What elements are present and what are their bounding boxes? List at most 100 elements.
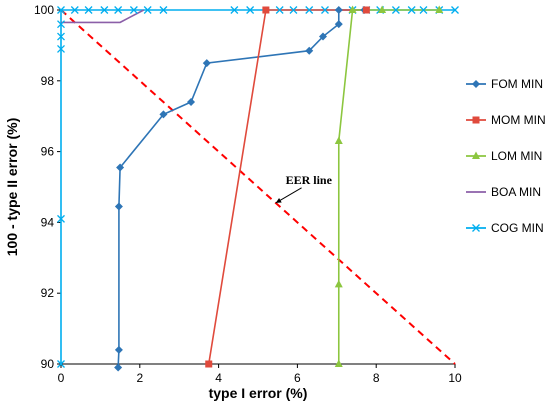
data-point-cog-min bbox=[129, 6, 138, 14]
data-point-mom-min bbox=[262, 6, 270, 14]
data-point-cog-min bbox=[57, 214, 65, 223]
x-tick-label: 0 bbox=[58, 371, 65, 385]
data-point-cog-min-stroke bbox=[57, 6, 65, 14]
x-tick-label: 10 bbox=[448, 371, 462, 385]
legend-swatch-marker bbox=[472, 80, 480, 88]
data-point-cog-min bbox=[84, 6, 93, 14]
data-point-cog-min bbox=[305, 6, 314, 14]
series-markers bbox=[57, 5, 459, 372]
legend-label-boa-min: BOA MIN bbox=[491, 185, 541, 199]
data-point-cog-min-stroke bbox=[419, 6, 428, 14]
data-point-cog-min bbox=[289, 6, 298, 14]
legend-label-lom-min: LOM MIN bbox=[491, 149, 542, 163]
data-point-cog-min-stroke bbox=[289, 6, 298, 14]
data-point-cog-min bbox=[230, 6, 239, 14]
eer-annotation: EER line bbox=[275, 173, 333, 204]
series-line-mom-min bbox=[207, 9, 367, 365]
eer-line bbox=[60, 9, 456, 365]
data-point-cog-min-stroke bbox=[57, 20, 65, 29]
data-point-cog-min-stroke bbox=[391, 6, 400, 14]
data-point-cog-min-stroke bbox=[57, 214, 65, 223]
data-point-cog-min-stroke bbox=[57, 32, 65, 41]
data-point-lom-min bbox=[334, 359, 343, 367]
data-point-cog-min bbox=[57, 44, 65, 53]
data-point-cog-min-stroke bbox=[451, 6, 459, 14]
eer-reference-line bbox=[60, 9, 456, 365]
legend: FOM MIN MOM MIN LOM MIN BOA MIN COG MIN bbox=[466, 77, 546, 235]
data-point-fom-min bbox=[187, 98, 196, 107]
data-point-cog-min bbox=[114, 6, 123, 14]
series-line-fom-min bbox=[117, 9, 365, 368]
data-point-cog-min-stroke bbox=[230, 6, 239, 14]
y-tick-label: 92 bbox=[41, 286, 55, 300]
x-tick-label: 6 bbox=[294, 371, 301, 385]
data-point-lom-min bbox=[435, 5, 444, 13]
data-point-cog-min-stroke bbox=[57, 360, 65, 368]
series-lines bbox=[60, 9, 455, 368]
data-point-fom-min bbox=[114, 202, 123, 211]
data-point-fom-min bbox=[159, 110, 168, 119]
data-point-mom-min bbox=[205, 360, 213, 368]
data-point-cog-min-stroke bbox=[84, 6, 93, 14]
data-point-cog-min-stroke bbox=[100, 6, 109, 14]
legend-label-mom-min: MOM MIN bbox=[491, 113, 546, 127]
data-point-cog-min bbox=[57, 32, 65, 41]
data-point-cog-min bbox=[407, 6, 416, 14]
y-tick-label: 100 bbox=[34, 3, 54, 17]
data-point-lom-min bbox=[378, 5, 387, 13]
data-point-cog-min-stroke bbox=[143, 6, 152, 14]
y-tick-label: 98 bbox=[41, 74, 55, 88]
data-point-cog-min-stroke bbox=[70, 6, 79, 14]
data-point-cog-min bbox=[143, 6, 152, 14]
data-point-lom-min bbox=[334, 279, 343, 288]
data-point-cog-min bbox=[275, 6, 284, 14]
data-point-cog-min bbox=[57, 20, 65, 29]
y-axis-title: 100 - type II error (%) bbox=[4, 118, 20, 257]
legend-swatch-marker bbox=[472, 224, 480, 232]
x-tick-label: 8 bbox=[373, 371, 380, 385]
data-point-fom-min bbox=[202, 59, 211, 68]
x-axis-title: type I error (%) bbox=[209, 385, 308, 401]
data-point-fom-min bbox=[334, 20, 343, 29]
series-line-boa-min bbox=[61, 9, 145, 24]
data-point-fom-min bbox=[116, 163, 125, 172]
data-point-mom-min bbox=[362, 6, 370, 14]
data-point-cog-min-stroke bbox=[159, 6, 168, 14]
x-tick-label: 4 bbox=[215, 371, 222, 385]
data-point-cog-min-stroke bbox=[321, 6, 329, 14]
data-point-fom-min bbox=[334, 6, 343, 14]
legend-label-cog-min: COG MIN bbox=[491, 221, 544, 235]
data-point-cog-min-stroke bbox=[114, 6, 123, 14]
series-line-lom-min bbox=[337, 9, 440, 364]
eer-annotation-arrowhead bbox=[275, 197, 282, 203]
data-point-fom-min bbox=[114, 345, 123, 354]
data-point-fom-min bbox=[305, 46, 314, 55]
eer-annotation-label: EER line bbox=[286, 173, 333, 187]
data-point-cog-min-stroke bbox=[246, 6, 255, 14]
legend-item-lom-min: LOM MIN bbox=[466, 149, 542, 163]
data-point-cog-min bbox=[57, 6, 65, 14]
data-point-cog-min-stroke bbox=[305, 6, 314, 14]
data-point-cog-min bbox=[419, 6, 428, 14]
data-point-cog-min bbox=[451, 6, 459, 14]
data-point-fom-min bbox=[319, 32, 328, 41]
data-point-cog-min bbox=[159, 6, 168, 14]
data-point-cog-min-stroke bbox=[275, 6, 284, 14]
data-point-fom-min bbox=[114, 363, 123, 372]
y-tick-label: 96 bbox=[41, 145, 55, 159]
data-point-cog-min bbox=[391, 6, 400, 14]
x-tick-label: 2 bbox=[136, 371, 143, 385]
legend-item-cog-min: COG MIN bbox=[466, 221, 544, 235]
legend-item-boa-min: BOA MIN bbox=[466, 185, 541, 199]
data-point-cog-min bbox=[70, 6, 79, 14]
legend-item-mom-min: MOM MIN bbox=[466, 113, 546, 127]
legend-swatch-marker bbox=[472, 116, 480, 124]
y-tick-label: 90 bbox=[41, 357, 55, 371]
data-point-cog-min-stroke bbox=[407, 6, 416, 14]
legend-item-fom-min: FOM MIN bbox=[466, 77, 543, 91]
data-point-cog-min bbox=[321, 6, 329, 14]
data-point-cog-min bbox=[246, 6, 255, 14]
legend-swatch-marker bbox=[472, 151, 480, 159]
axis-ticks: 0 2 4 6 8 10 90 92 94 96 98 100 bbox=[34, 3, 462, 385]
